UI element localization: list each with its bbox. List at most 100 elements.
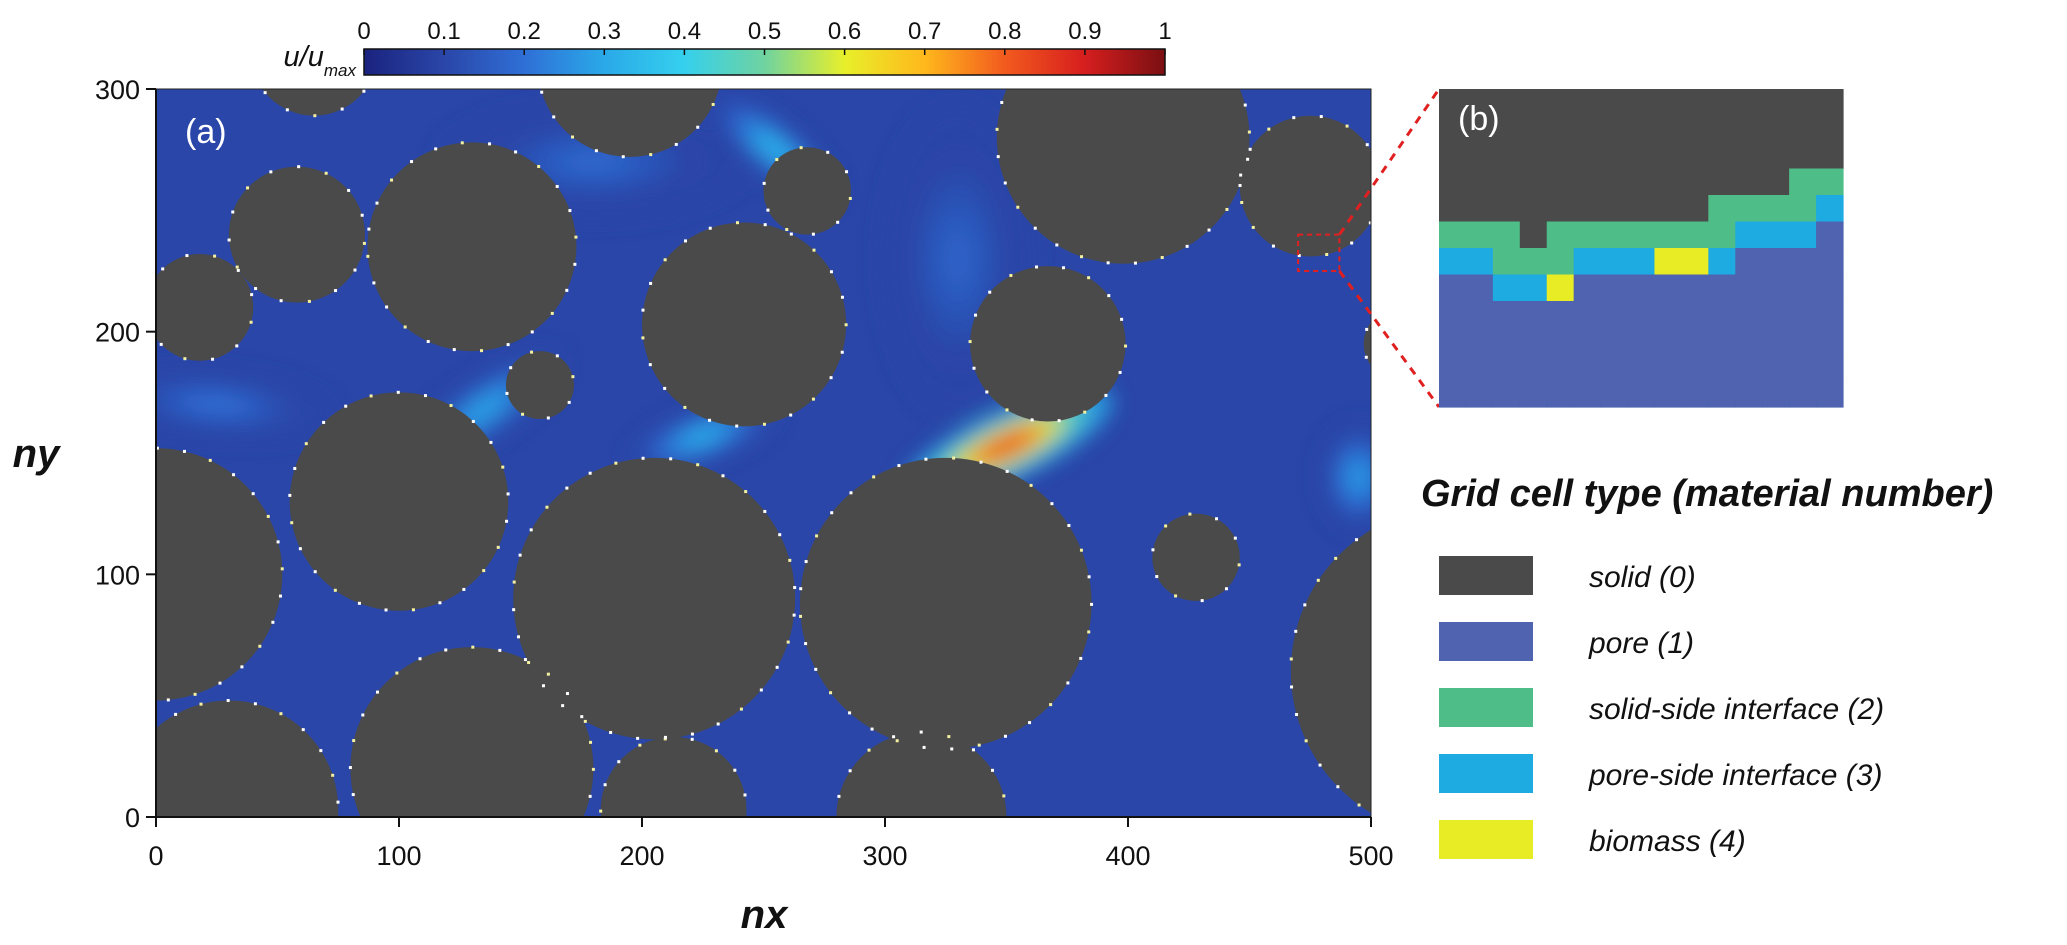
interface-speckle <box>778 533 782 537</box>
interface-speckle <box>733 768 737 772</box>
interface-speckle <box>836 220 840 224</box>
interface-speckle <box>1234 78 1237 81</box>
interface-speckle <box>811 232 815 236</box>
interface-speckle <box>135 750 138 753</box>
colorbar-tick-label: 0.1 <box>427 18 460 45</box>
interface-speckle <box>1080 255 1084 259</box>
interface-speckle <box>696 0 699 3</box>
interface-speckle <box>410 160 414 164</box>
interface-speckle <box>988 290 992 294</box>
interface-speckle <box>1294 629 1298 633</box>
interface-speckle <box>304 442 308 446</box>
inset-cell <box>1600 327 1629 355</box>
interface-speckle <box>567 400 571 404</box>
interface-speckle <box>550 311 554 315</box>
inset-cell <box>1735 89 1763 117</box>
interface-speckle <box>804 560 808 564</box>
interface-speckle <box>983 873 986 876</box>
interface-speckle <box>950 747 954 751</box>
interface-speckle <box>1079 548 1083 552</box>
inset-cell <box>1789 142 1817 170</box>
inset-cell <box>1546 115 1575 143</box>
interface-speckle <box>240 665 244 669</box>
inset-cell <box>1789 168 1817 196</box>
interface-speckle <box>663 258 667 262</box>
inset-cell <box>1600 301 1629 329</box>
panel-b-label: (b) <box>1458 100 1500 138</box>
solid-grain <box>836 732 1007 817</box>
inset-cell <box>1762 221 1790 249</box>
interface-speckle <box>1033 226 1037 230</box>
inset-cell <box>1708 168 1736 196</box>
interface-speckle <box>786 640 790 644</box>
inset-cell <box>1735 195 1763 223</box>
inset-cell <box>1735 142 1763 170</box>
interface-speckle <box>961 890 964 893</box>
interface-speckle <box>1378 196 1381 199</box>
interface-speckle <box>788 558 792 562</box>
inset-cell <box>1735 354 1763 382</box>
interface-speckle <box>1155 575 1159 579</box>
interface-speckle <box>1174 594 1178 598</box>
interface-speckle <box>840 350 844 354</box>
interface-speckle <box>253 702 257 706</box>
interface-speckle <box>799 146 803 150</box>
interface-speckle <box>1239 173 1243 177</box>
interface-speckle <box>829 691 833 695</box>
interface-speckle <box>348 766 352 770</box>
velocity-hotspot <box>156 368 333 441</box>
interface-speckle <box>1543 810 1546 813</box>
inset-cell <box>1600 354 1629 382</box>
inset-cell <box>1546 142 1575 170</box>
legend-label: biomass (4) <box>1589 825 1746 858</box>
legend-swatch <box>1439 688 1533 727</box>
inset-cell <box>1573 195 1602 223</box>
inset-cell <box>1627 89 1656 117</box>
inset-cell <box>1546 380 1575 408</box>
inset-cell <box>1492 301 1521 329</box>
interface-speckle <box>895 739 899 743</box>
interface-speckle <box>739 707 743 711</box>
interface-speckle <box>395 671 399 675</box>
inset-cell <box>1762 142 1790 170</box>
interface-speckle <box>496 545 500 549</box>
interface-speckle <box>1003 181 1007 185</box>
interface-speckle <box>361 713 365 717</box>
interface-speckle <box>922 745 926 749</box>
interface-speckle <box>471 645 475 649</box>
inset-cell <box>1465 274 1494 302</box>
interface-speckle <box>998 849 1001 852</box>
inset-cell <box>1627 327 1656 355</box>
interface-speckle <box>663 735 667 739</box>
interface-speckle <box>1385 308 1388 311</box>
velocity-contour <box>564 150 623 173</box>
inset-cell <box>1519 327 1548 355</box>
velocity-contour <box>943 229 973 288</box>
inset-cell <box>1627 248 1656 276</box>
inset-cell <box>1573 354 1602 382</box>
inset-cell <box>1465 195 1494 223</box>
interface-speckle <box>638 743 642 747</box>
interface-speckle <box>641 874 644 877</box>
interface-speckle <box>1002 794 1006 798</box>
interface-speckle <box>977 743 981 747</box>
interface-speckle <box>830 511 834 515</box>
interface-speckle <box>497 885 500 888</box>
x-tick-label: 200 <box>619 841 664 871</box>
interface-speckle <box>280 567 284 571</box>
interface-speckle <box>735 424 739 428</box>
interface-speckle <box>442 885 445 888</box>
interface-speckle <box>717 865 720 868</box>
interface-speckle <box>568 209 572 213</box>
inset-cell <box>1816 248 1844 276</box>
interface-speckle <box>684 239 688 243</box>
interface-speckle <box>835 823 838 826</box>
interface-speckle <box>849 491 853 495</box>
interface-speckle <box>79 472 82 475</box>
interface-speckle <box>278 594 282 598</box>
inset-cell <box>1439 168 1467 196</box>
inset-cell <box>1546 301 1575 329</box>
interface-speckle <box>411 608 415 612</box>
inset-cell <box>1465 354 1494 382</box>
interface-speckle <box>193 692 197 696</box>
